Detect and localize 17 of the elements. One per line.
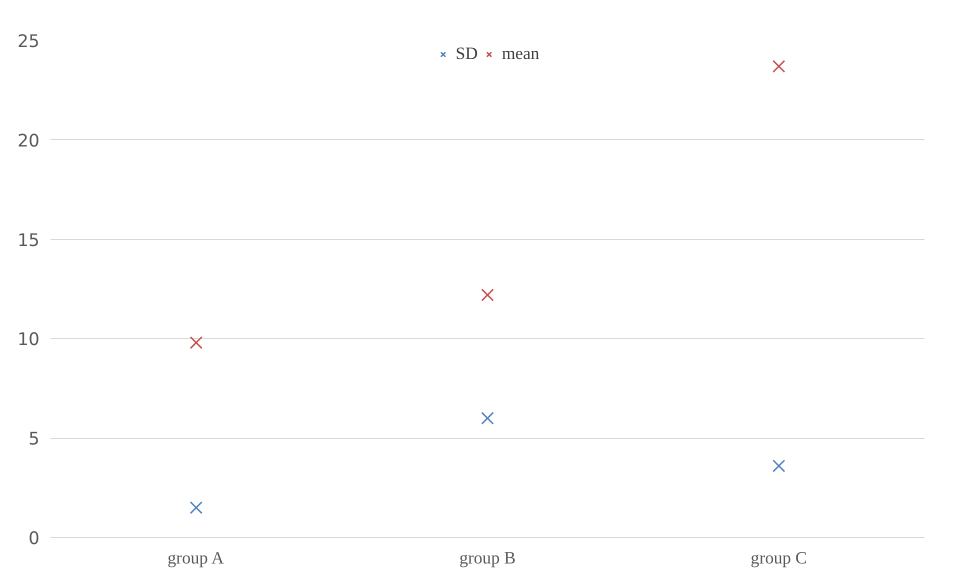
- y-tick-label: 15: [17, 230, 40, 251]
- legend-label: mean: [502, 44, 540, 64]
- point: [481, 288, 494, 302]
- point: [772, 460, 786, 472]
- y-tick-label: 25: [17, 32, 40, 52]
- y-tick-label: 20: [17, 131, 40, 152]
- point: [481, 412, 494, 425]
- point: [772, 60, 786, 73]
- y-tick-label: 0: [28, 529, 40, 549]
- y-tick-label: 10: [17, 330, 40, 350]
- y-tick-label: 5: [28, 430, 40, 450]
- point: [190, 336, 203, 350]
- point: [190, 501, 203, 514]
- x-tick-label: group C: [750, 548, 808, 568]
- x-tick-label: group A: [168, 548, 224, 568]
- legend-label: SD: [456, 44, 478, 64]
- x-tick-label: group B: [459, 548, 516, 568]
